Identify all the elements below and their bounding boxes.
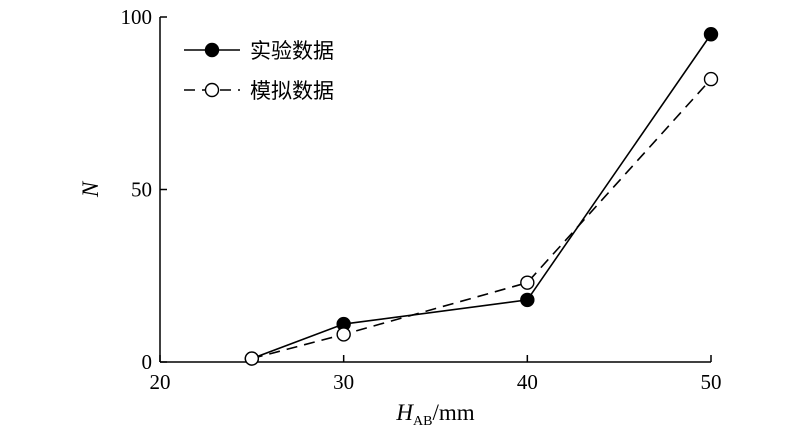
axis-titles: N HAB/mm: [78, 180, 475, 429]
x-tick-label: 40: [517, 370, 538, 394]
axes: 0 50 100 20 30 40 50: [121, 5, 722, 394]
series-line-2: [251, 78, 712, 360]
x-tick-label: 30: [333, 370, 354, 394]
filled-data-point: [520, 292, 535, 308]
y-tick-label: 0: [142, 350, 153, 374]
legend-marker-2: [204, 82, 220, 98]
filled-data-point: [703, 27, 719, 42]
legend-label-2: 模拟数据: [250, 79, 334, 103]
y-tick-label: 50: [131, 178, 152, 202]
series-line-1: [251, 33, 712, 360]
open-data-point: [244, 351, 260, 366]
legend-marker-1: [204, 42, 220, 58]
legend-label-1: 实验数据: [250, 39, 334, 63]
x-axis-title: HAB/mm: [395, 400, 474, 429]
open-data-point: [703, 71, 719, 87]
x-tick-label: 20: [150, 370, 171, 394]
open-data-point: [520, 275, 535, 290]
open-data-point: [336, 327, 351, 342]
x-tick-label: 50: [701, 370, 722, 394]
series-layer: [244, 27, 719, 366]
y-axis-title: N: [78, 180, 103, 198]
y-tick-label: 100: [121, 5, 153, 29]
